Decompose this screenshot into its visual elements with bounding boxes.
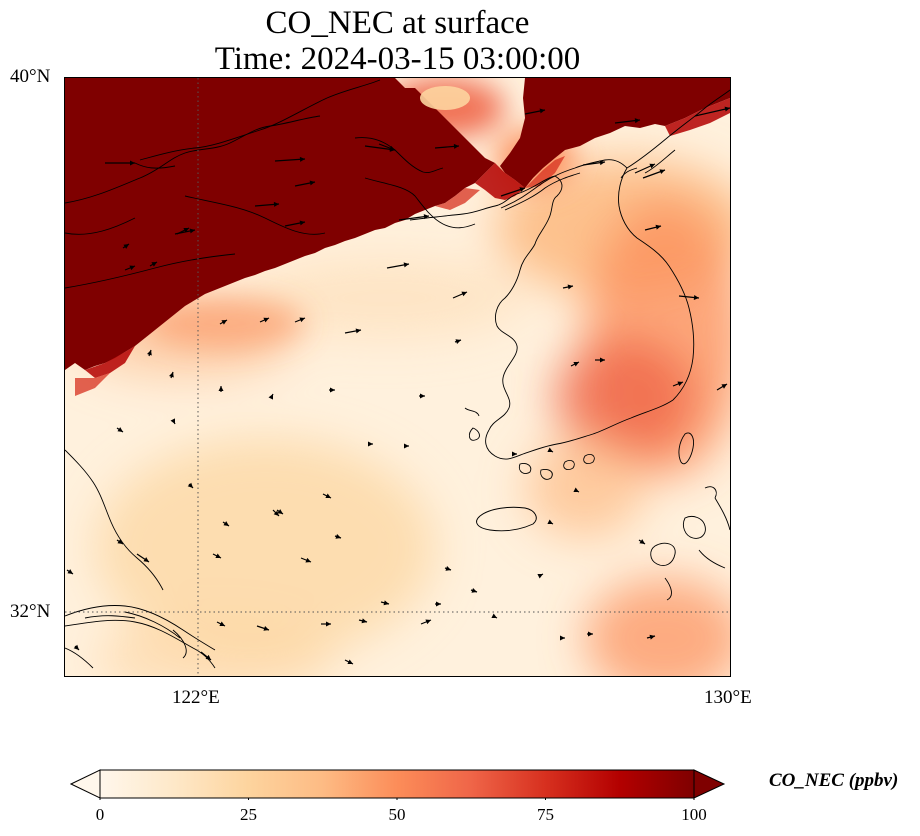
wind-arrow-head [537, 574, 543, 579]
wind-arrow-head [445, 566, 451, 571]
wind-arrow-head [599, 160, 605, 166]
wind-arrow-head [436, 601, 441, 607]
map-panel [64, 77, 731, 677]
wind-arrow-head [383, 600, 389, 606]
wind-arrow-head [299, 156, 305, 162]
wind-arrow-head [221, 320, 227, 325]
wind-arrow-head [335, 534, 341, 539]
wind-arrow-head [634, 118, 640, 124]
coastlines [65, 79, 730, 669]
wind-arrow-head [309, 180, 315, 186]
wind-arrow-head [299, 317, 305, 323]
wind-arrow-head [368, 441, 373, 447]
wind-arrow-head [183, 228, 189, 233]
wind-arrow-head [600, 357, 605, 363]
wind-arrow-head [215, 553, 221, 558]
wind-arrow-head [455, 339, 461, 344]
wind-arrow-head [223, 521, 229, 526]
wind-arrow-head [129, 265, 135, 271]
co-concentration-field [65, 78, 730, 676]
wind-arrow-head [130, 160, 135, 166]
wind-arrow-head [655, 224, 661, 230]
wind-arrow-head [649, 163, 655, 169]
wind-arrow-head [151, 262, 157, 267]
wind-arrow-head [117, 427, 123, 432]
wind-arrow-head [361, 618, 367, 624]
wind-arrow-head [389, 145, 395, 151]
wind-arrow-head [330, 387, 335, 393]
wind-arrow-head [355, 328, 361, 334]
wind-arrow-head [187, 482, 193, 488]
lon-tick-130e: 130°E [704, 687, 752, 708]
wind-arrow-head [277, 509, 283, 514]
wind-arrow-head [423, 214, 429, 220]
wind-arrow-head [649, 634, 655, 640]
wind-arrow-head [420, 393, 425, 399]
wind-arrow-head [519, 187, 525, 192]
wind-arrow-head [639, 539, 645, 544]
wind-arrow-head [169, 372, 174, 378]
lat-tick-32n: 32°N [10, 601, 51, 622]
wind-arrow-head [404, 443, 409, 449]
wind-arrow-head [263, 317, 269, 323]
wind-arrow-head [403, 262, 409, 268]
wind-arrow-head [143, 557, 149, 562]
wind-arrow-head [117, 539, 123, 544]
wind-arrow-head [724, 106, 730, 112]
map-time-subtitle: Time: 2024-03-15 03:00:00 [214, 41, 581, 77]
wind-arrow-head [147, 350, 152, 356]
colorbar-tick-0: 0 [95, 805, 105, 824]
wind-arrow-head [677, 381, 683, 387]
wind-arrow-head [219, 621, 225, 626]
wind-arrow-head [73, 644, 79, 650]
wind-arrow-shaft [398, 215, 430, 221]
wind-arrow-head [588, 631, 593, 637]
wind-arrow-head [491, 613, 497, 618]
wind-arrow-head [299, 220, 305, 226]
colorbar-tick-100: 100 [681, 805, 707, 824]
wind-arrow-head [560, 635, 565, 641]
wind-arrow-head [659, 169, 665, 175]
wind-arrow-head [573, 487, 579, 492]
wind-arrow-head [325, 493, 331, 498]
wind-arrow-head [123, 244, 129, 249]
wind-arrow-shaft [694, 107, 730, 117]
wind-arrow-head [512, 451, 517, 457]
wind-arrow-head [268, 394, 273, 400]
colorbar-tick-50: 50 [388, 805, 406, 824]
gridlines [65, 78, 730, 676]
wind-arrow-head [67, 569, 73, 574]
colorbar-tick-75: 75 [537, 805, 554, 824]
wind-arrow-head [170, 418, 175, 424]
wind-arrow-head [273, 201, 279, 207]
wind-arrow-head [425, 619, 431, 625]
wind-arrow-head [347, 659, 353, 664]
wind-arrow-head [189, 228, 195, 234]
wind-arrow-head [263, 626, 269, 631]
wind-arrow-head [547, 519, 553, 524]
wind-arrow-head [573, 362, 579, 367]
wind-arrow-head [539, 108, 545, 114]
wind-arrow-head [205, 654, 211, 660]
wind-arrow-head [567, 284, 573, 290]
colorbar-tick-25: 25 [240, 805, 257, 824]
wind-arrow-shaft [274, 158, 306, 162]
wind-arrow-head [721, 384, 727, 389]
wind-arrow-head [693, 295, 699, 300]
colorbar [70, 769, 726, 800]
wind-arrow-head [461, 291, 467, 297]
wind-arrow-head [471, 588, 477, 593]
map-title: CO_NEC at surface [265, 5, 530, 41]
wind-arrow-head [453, 143, 459, 149]
colorbar-label: CO_NEC (ppbv) [769, 770, 899, 791]
wind-arrow-head [326, 621, 331, 627]
wind-vectors [66, 106, 730, 665]
wind-arrow-head [547, 447, 553, 452]
lat-tick-40n: 40°N [10, 66, 51, 87]
lon-tick-122e: 122°E [172, 687, 220, 708]
wind-arrow-head [218, 386, 224, 391]
